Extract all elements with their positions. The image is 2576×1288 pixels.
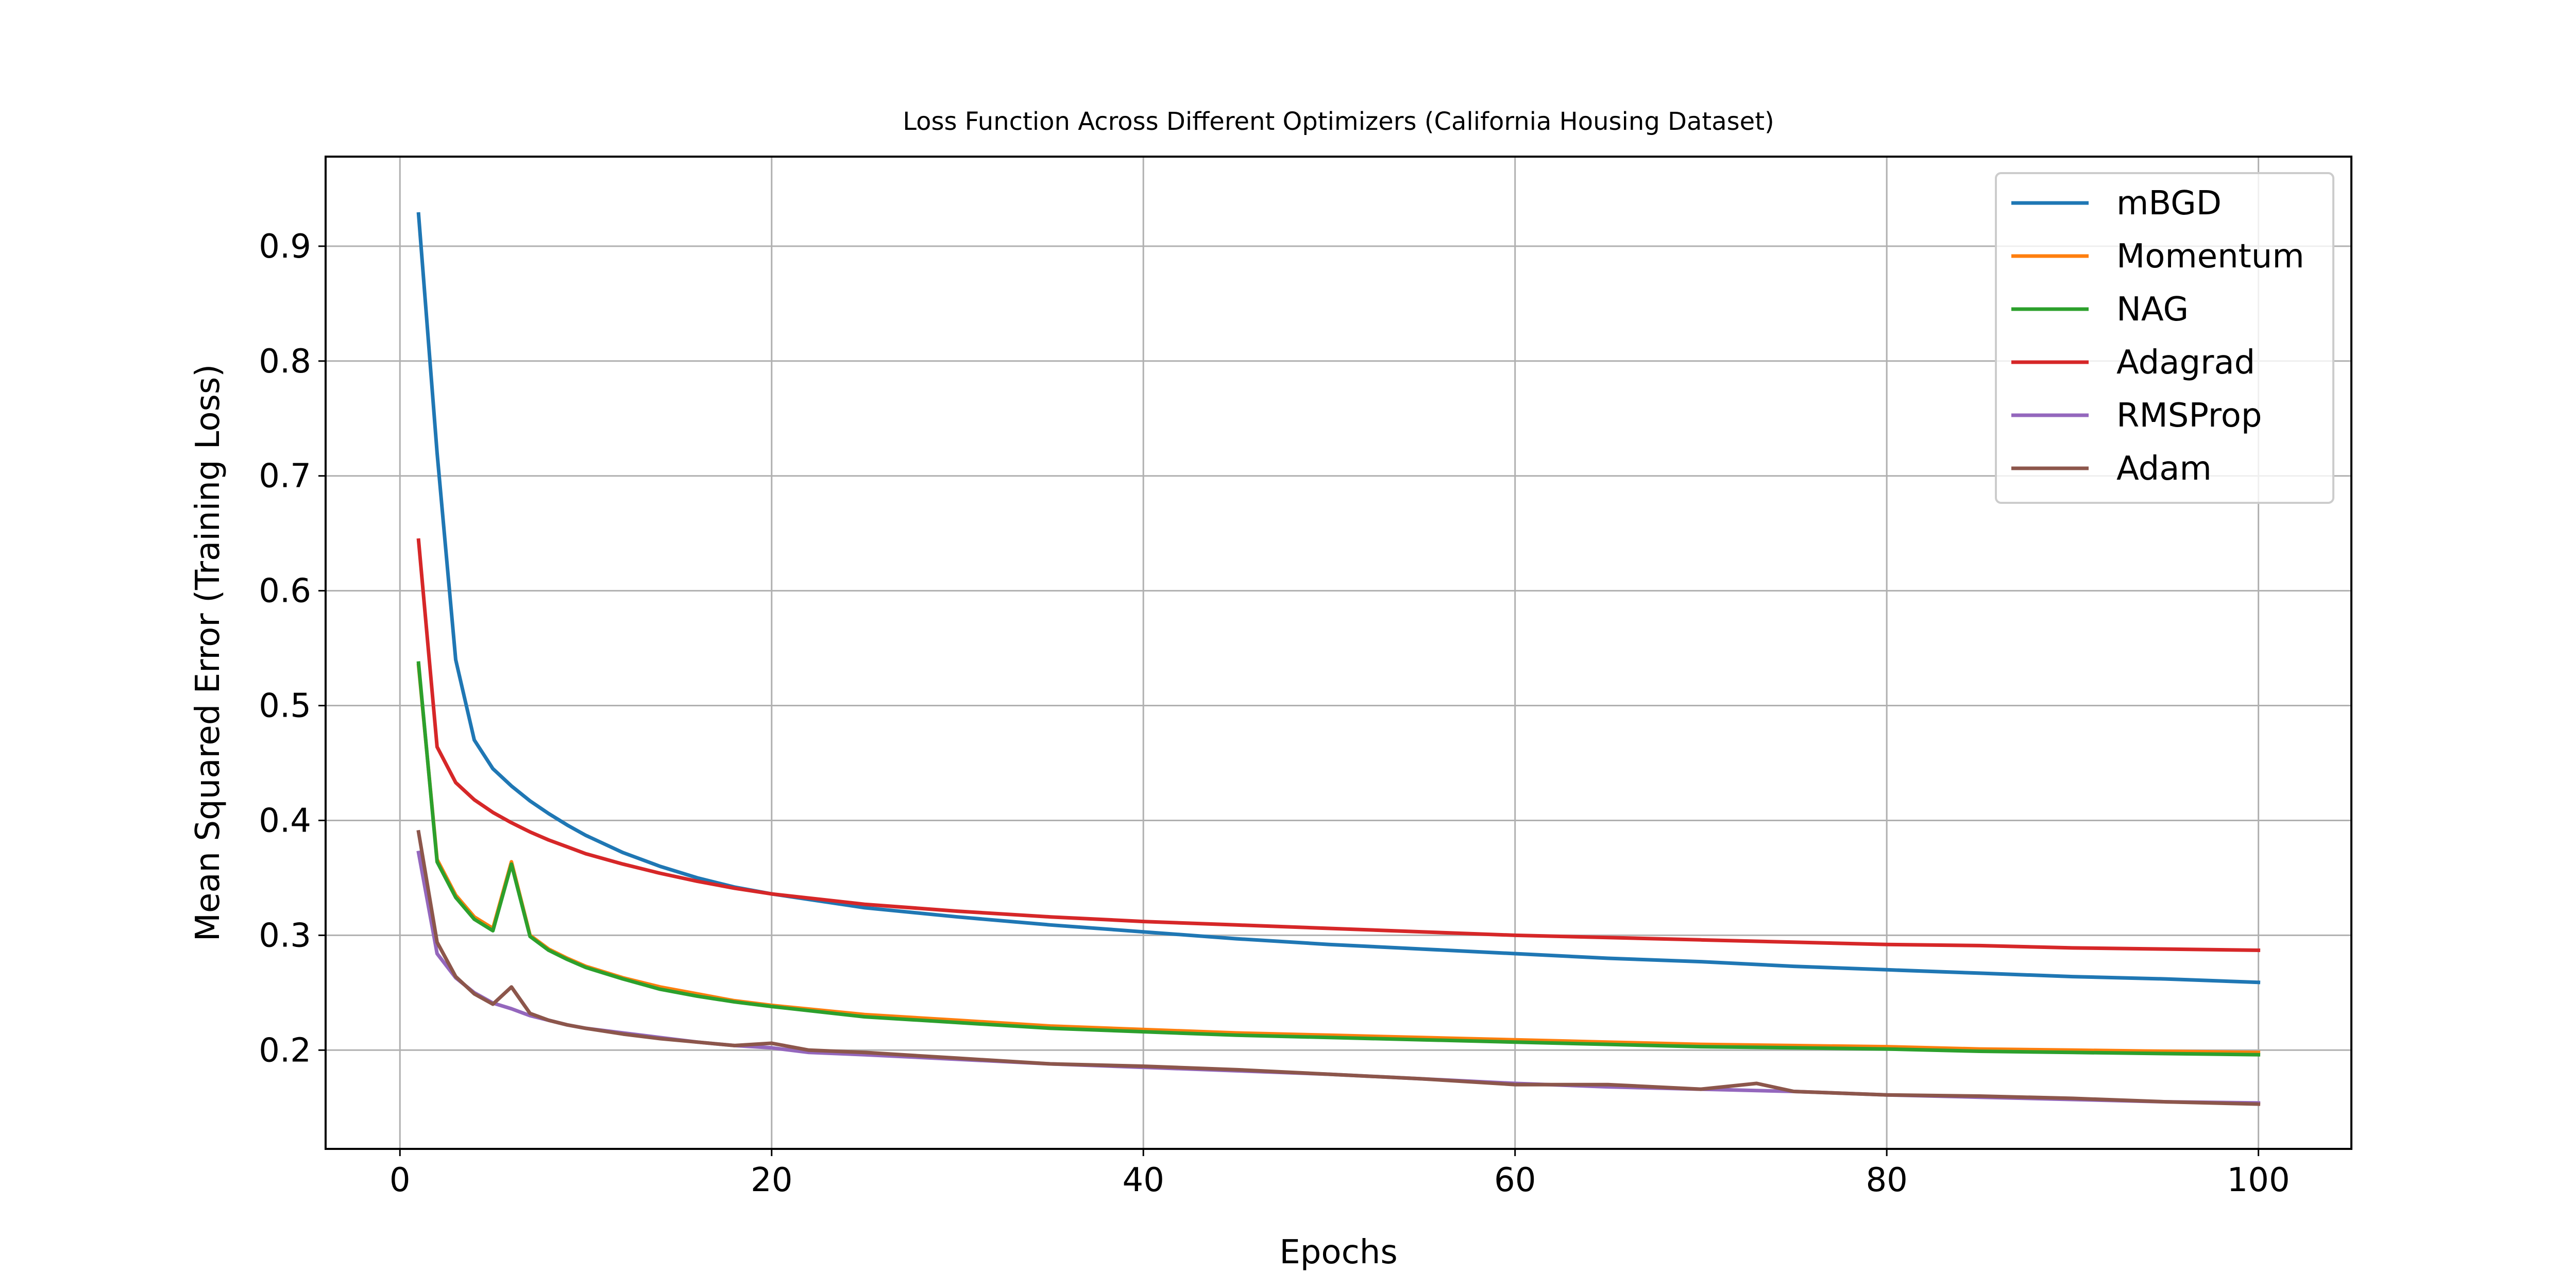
series-line-adam [416,829,2261,1106]
y-tick-label: 0.5 [259,687,311,725]
series-line-adagrad [416,538,2261,952]
x-tick-label: 100 [2227,1161,2290,1199]
x-tick-label: 60 [1494,1161,1536,1199]
legend-label-momentum: Momentum [2116,238,2304,276]
series-line-nag [416,661,2261,1057]
series-line-rmsprop [416,850,2261,1105]
legend-label-adam: Adam [2116,450,2212,488]
legend-label-adagrad: Adagrad [2116,344,2255,382]
y-tick-label: 0.2 [259,1031,311,1070]
legend: mBGD Momentum NAG Adagrad RMSProp Adam [1995,172,2334,504]
legend-label-nag: NAG [2116,291,2189,329]
plot-area-frame [325,156,2352,1150]
y-tick-label: 0.8 [259,343,311,381]
y-tick-label: 0.6 [259,572,311,611]
x-axis-label: Epochs [1279,1233,1397,1272]
x-tick-label: 80 [1866,1161,1907,1199]
x-tick-label: 40 [1123,1161,1164,1199]
chart-title: Loss Function Across Different Optimizer… [903,107,1774,136]
y-axis-ticks: 0.2 0.3 0.4 0.5 0.6 0.7 0.8 0.9 [259,228,326,1070]
x-tick-label: 20 [751,1161,792,1199]
legend-label-mbgd: mBGD [2116,184,2222,223]
y-axis-label: Mean Squared Error (Training Loss) [189,364,227,942]
y-tick-label: 0.9 [259,228,311,266]
x-axis-ticks: 0 20 40 60 80 100 [389,1149,2290,1199]
y-tick-label: 0.4 [259,802,311,840]
x-tick-label: 0 [389,1161,411,1199]
y-tick-label: 0.7 [259,457,311,496]
series-line-momentum [416,663,2261,1055]
series-line-mbgd [416,212,2261,985]
y-tick-label: 0.3 [259,917,311,955]
legend-label-rmsprop: RMSProp [2116,397,2262,435]
series-lines [416,212,2261,1106]
